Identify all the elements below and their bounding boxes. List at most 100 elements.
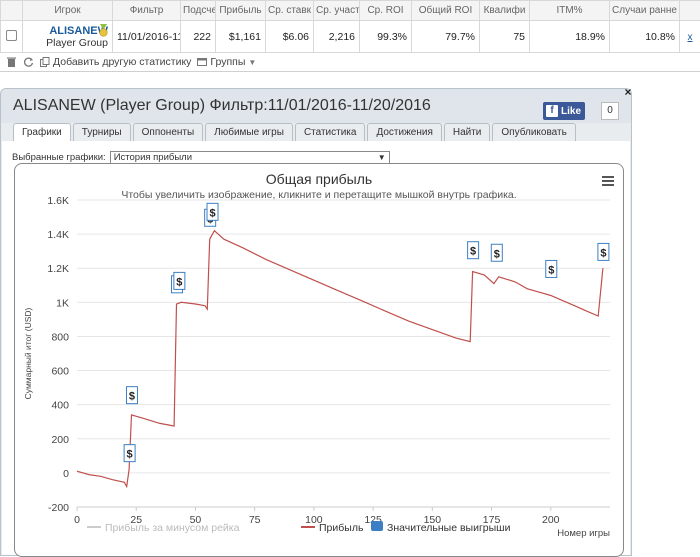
remove-row-link[interactable]: x	[688, 32, 693, 43]
chevron-down-icon: ▼	[248, 58, 256, 67]
x-axis-label: Номер игры	[557, 528, 610, 539]
header-player[interactable]: Игрок	[23, 1, 113, 21]
big-win-symbol: $	[548, 264, 554, 276]
legend-bigwin-swatch	[371, 521, 383, 531]
x-tick-label: 200	[542, 514, 560, 526]
y-tick-label: 1.4K	[47, 229, 69, 241]
y-tick-label: 1.2K	[47, 263, 69, 275]
stats-toolbar: Добавить другую статистику Группы ▼	[0, 53, 700, 71]
x-tick-label: 0	[74, 514, 80, 526]
total-roi-cell: 79.7%	[412, 21, 480, 53]
qualify-cell: 75	[480, 21, 530, 53]
like-count: 0	[601, 102, 619, 120]
add-stats-button[interactable]: Добавить другую статистику	[40, 56, 191, 68]
medal-icon	[98, 24, 109, 37]
profit-chart-panel: ALISANEW (Player Group) Фильтр:11/01/201…	[0, 88, 632, 556]
trash-icon[interactable]	[6, 57, 17, 68]
header-early[interactable]: Случаи ранне	[610, 1, 680, 21]
count-cell: 222	[181, 21, 216, 53]
header-avg-stake[interactable]: Ср. ставк	[266, 1, 314, 21]
big-win-symbol: $	[494, 248, 500, 260]
row-checkbox[interactable]	[6, 30, 17, 41]
header-select	[1, 1, 23, 21]
panel-header: ALISANEW (Player Group) Фильтр:11/01/201…	[1, 89, 631, 123]
y-tick-label: 600	[51, 366, 69, 378]
legend-rake-label: Прибыль за минусом рейка	[105, 522, 240, 534]
chart-title: Общая прибыль	[266, 171, 372, 187]
menu-icon	[602, 176, 614, 178]
like-label: Like	[561, 106, 581, 117]
y-tick-label: 400	[51, 400, 69, 412]
stats-header-row: Игрок Фильтр Подсче Прибыль Ср. ставк Ср…	[1, 1, 700, 21]
profit-chart[interactable]: Общая прибыль Чтобы увеличить изображение…	[15, 164, 623, 556]
table-row: ALISANEW Player Group 11/01/2016-11/20/2…	[1, 21, 700, 53]
y-axis-label: Суммарный итог (USD)	[23, 307, 33, 399]
chart-container: Общая прибыль Чтобы увеличить изображение…	[14, 163, 624, 557]
tab-favorite-games[interactable]: Любимые игры	[205, 123, 293, 141]
y-tick-label: 200	[51, 434, 69, 446]
groups-dropdown[interactable]: Группы ▼	[197, 56, 256, 68]
series-line-profit	[77, 231, 603, 487]
avg-field-cell: 2,216	[314, 21, 360, 53]
header-remove	[680, 1, 700, 21]
header-qualify[interactable]: Квалифи	[480, 1, 530, 21]
add-stats-label: Добавить другую статистику	[53, 56, 191, 68]
tab-achievements[interactable]: Достижения	[367, 123, 441, 141]
legend-bigwin-label: Значительные выигрыши	[387, 522, 511, 534]
big-win-symbol: $	[470, 246, 476, 258]
tab-charts[interactable]: Графики	[13, 123, 71, 141]
itm-cell: 18.9%	[530, 21, 610, 53]
stats-panel: Игрок Фильтр Подсче Прибыль Ср. ставк Ср…	[0, 0, 700, 72]
groups-icon	[197, 57, 207, 67]
menu-icon	[602, 184, 614, 186]
big-win-symbol: $	[209, 207, 215, 219]
y-tick-label: 800	[51, 331, 69, 343]
refresh-icon[interactable]	[23, 57, 34, 68]
header-count[interactable]: Подсче	[181, 1, 216, 21]
header-profit[interactable]: Прибыль	[216, 1, 266, 21]
groups-label: Группы	[210, 56, 245, 68]
x-tick-label: 75	[249, 514, 261, 526]
header-itm[interactable]: ITM%	[530, 1, 610, 21]
big-win-symbol: $	[600, 247, 606, 259]
y-tick-label: 1K	[56, 297, 69, 309]
row-select-cell	[1, 21, 23, 53]
menu-icon	[602, 180, 614, 182]
panel-title: ALISANEW (Player Group) Фильтр:11/01/201…	[13, 97, 431, 115]
tab-search[interactable]: Найти	[444, 123, 491, 141]
tab-statistics[interactable]: Статистика	[295, 123, 366, 141]
early-cell: 10.8%	[610, 21, 680, 53]
chart-selector-value: История прибыли	[114, 152, 192, 163]
remove-cell: x	[680, 21, 700, 53]
facebook-like-button[interactable]: f Like	[543, 102, 585, 120]
tab-bar: Графики Турниры Оппоненты Любимые игры С…	[13, 123, 576, 141]
avg-roi-cell: 99.3%	[360, 21, 412, 53]
y-tick-label: 0	[63, 468, 69, 480]
player-cell: ALISANEW Player Group	[23, 21, 113, 53]
avg-stake-cell: $6.06	[266, 21, 314, 53]
header-total-roi[interactable]: Общий ROI	[412, 1, 480, 21]
copy-icon	[40, 57, 50, 67]
header-avg-field[interactable]: Ср. участ	[314, 1, 360, 21]
header-avg-roi[interactable]: Ср. ROI	[360, 1, 412, 21]
y-tick-label: -200	[48, 502, 69, 514]
big-win-symbol: $	[129, 391, 135, 403]
player-network: Player Group	[27, 37, 108, 49]
big-win-symbol: $	[127, 449, 133, 461]
big-win-symbol: $	[176, 276, 182, 288]
stats-table: Игрок Фильтр Подсче Прибыль Ср. ставк Ср…	[0, 0, 700, 53]
filter-cell: 11/01/2016-11/20/2016	[113, 21, 181, 53]
tab-tournaments[interactable]: Турниры	[73, 123, 131, 141]
chart-subtitle: Чтобы увеличить изображение, кликните и …	[121, 189, 516, 201]
player-name-link[interactable]: ALISANEW	[27, 25, 108, 37]
tab-publish[interactable]: Опубликовать	[492, 123, 575, 141]
chart-selector-label: Выбранные графики:	[12, 152, 106, 163]
legend-profit-label: Прибыль	[319, 522, 364, 534]
chevron-down-icon: ▼	[378, 152, 386, 163]
header-filter[interactable]: Фильтр	[113, 1, 181, 21]
tab-opponents[interactable]: Оппоненты	[133, 123, 204, 141]
close-button[interactable]: ×	[621, 85, 635, 99]
panel-body: Выбранные графики: История прибыли ▼ Общ…	[2, 141, 630, 555]
y-tick-label: 1.6K	[47, 195, 69, 207]
profit-cell: $1,161	[216, 21, 266, 53]
